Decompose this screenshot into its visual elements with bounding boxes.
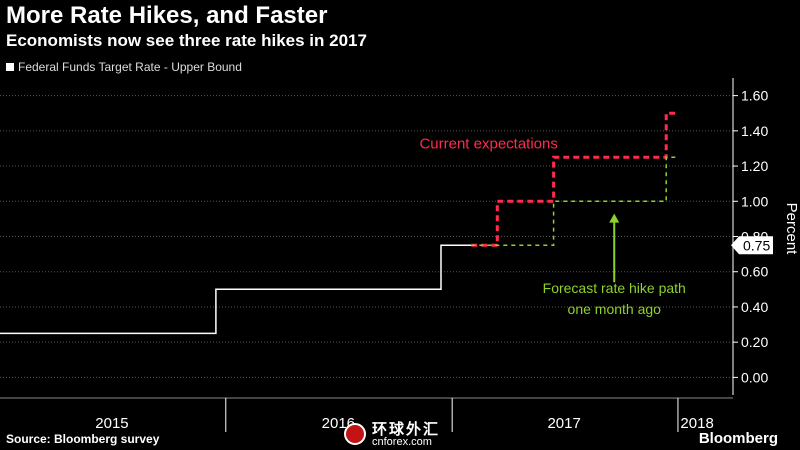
- annotation: one month ago: [568, 301, 662, 317]
- current-value-badge: [731, 236, 773, 255]
- legend: Federal Funds Target Rate - Upper Bound: [6, 60, 242, 74]
- source-note: Source: Bloomberg survey: [6, 432, 160, 446]
- series-line-1: [471, 111, 678, 247]
- watermark-url: cnforex.com: [372, 436, 432, 448]
- y-tick-label: 1.00: [741, 193, 768, 209]
- y-tick-label: 1.20: [741, 158, 768, 174]
- y-tick-label: 0.60: [741, 264, 768, 280]
- y-tick-label: 1.40: [741, 123, 768, 139]
- y-axis-label: Percent: [783, 203, 800, 256]
- chart-title: More Rate Hikes, and Faster: [6, 2, 328, 29]
- annotation-arrowhead: [609, 213, 620, 223]
- annotation: Forecast rate hike path: [543, 280, 686, 296]
- x-tick-label: 2017: [547, 415, 580, 432]
- watermark-text: 环球外汇: [372, 421, 441, 438]
- y-tick-label: 0.40: [741, 299, 768, 315]
- y-tick-label: 0.00: [741, 369, 768, 385]
- legend-label: Federal Funds Target Rate - Upper Bound: [18, 60, 242, 74]
- y-tick-label: 0.20: [741, 334, 768, 350]
- annotation: Current expectations: [419, 135, 557, 152]
- watermark-logo-icon: [344, 423, 366, 445]
- legend-swatch: [6, 63, 14, 71]
- chart-subtitle: Economists now see three rate hikes in 2…: [6, 31, 367, 50]
- brand-logo: Bloomberg: [698, 430, 778, 447]
- x-tick-label: 2015: [95, 415, 128, 432]
- y-tick-label: 1.60: [741, 88, 768, 104]
- current-value-label: 0.75: [743, 237, 770, 253]
- series-line-0: [0, 244, 472, 335]
- x-tick-label: 2018: [680, 415, 713, 432]
